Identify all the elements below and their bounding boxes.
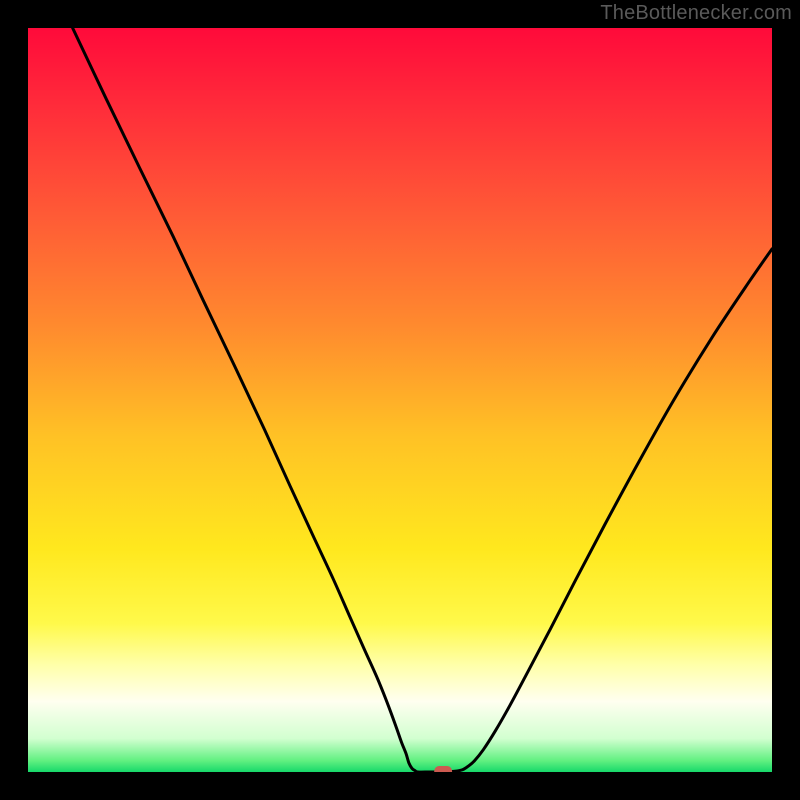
watermark-text: TheBottlenecker.com bbox=[600, 2, 792, 25]
plot-background bbox=[28, 28, 772, 772]
chart-svg bbox=[0, 0, 800, 800]
min-marker bbox=[434, 766, 452, 778]
chart-outer: TheBottlenecker.com bbox=[0, 0, 800, 800]
